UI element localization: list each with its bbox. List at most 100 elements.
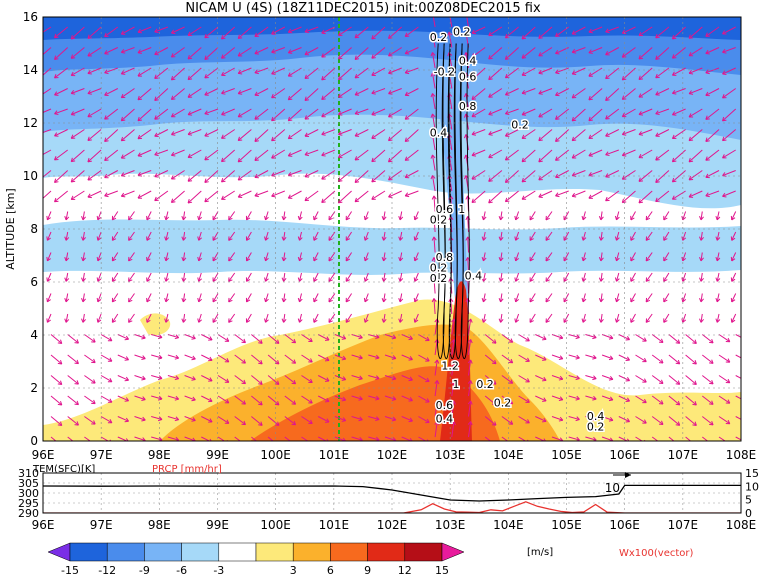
- wind-vector: [615, 272, 620, 282]
- wind-vector: [482, 231, 486, 241]
- wind-vector-head: [451, 380, 456, 385]
- colorbar-tick-label: -12: [98, 564, 116, 575]
- wind-vector: [701, 395, 714, 405]
- wind-vector-head: [408, 356, 413, 361]
- wind-vector-head: [46, 256, 51, 262]
- wind-vector-head: [498, 257, 504, 262]
- wind-vector-head: [608, 396, 614, 402]
- wind-vector-head: [508, 420, 514, 425]
- y-tick-label: 8: [30, 222, 38, 236]
- wind-vector: [383, 313, 386, 323]
- wind-vector-head: [241, 420, 246, 426]
- wind-vector-head: [137, 95, 143, 101]
- wind-vector-head: [354, 197, 360, 203]
- wind-vector: [635, 436, 643, 441]
- wind-vector: [582, 313, 586, 323]
- wind-vector: [287, 88, 302, 101]
- wind-vector-head: [675, 339, 681, 344]
- wind-vector-head: [212, 297, 217, 303]
- wind-vector: [505, 149, 519, 161]
- wind-vector: [414, 252, 419, 262]
- wind-vector: [672, 149, 686, 163]
- wind-vector-head: [237, 52, 243, 57]
- wind-vector: [354, 88, 369, 96]
- wind-vector-head: [64, 277, 70, 282]
- wind-vector-head: [725, 337, 731, 343]
- wind-vector-head: [345, 277, 351, 282]
- wind-vector: [630, 231, 636, 241]
- wind-vector: [217, 334, 230, 342]
- wind-vector-head: [74, 380, 79, 385]
- wind-vector: [43, 47, 52, 56]
- wind-vector: [505, 26, 519, 39]
- wind-vector: [488, 170, 503, 182]
- wind-vector-head: [608, 355, 614, 361]
- wind-vector: [535, 436, 546, 441]
- wind-vector-head: [463, 31, 469, 36]
- wind-vector-head: [588, 72, 593, 77]
- wind-vector-head: [245, 256, 251, 262]
- wind-vector: [484, 334, 497, 344]
- wind-vector-head: [722, 30, 727, 35]
- wind-vector-head: [228, 256, 233, 262]
- wind-vector: [111, 293, 119, 303]
- x-tick-label: 97E: [90, 448, 113, 462]
- wind-vector-head: [46, 277, 51, 282]
- wind-vector-head: [125, 438, 129, 441]
- wind-vector: [688, 129, 703, 142]
- wind-vector: [50, 334, 63, 344]
- wind-vector-head: [258, 339, 263, 344]
- wind-vector: [384, 334, 396, 339]
- wind-vector-head: [388, 157, 393, 163]
- wind-vector: [568, 395, 580, 400]
- wind-vector: [731, 252, 737, 262]
- wind-vector-head: [388, 52, 393, 57]
- wind-vector: [568, 375, 580, 380]
- vector-legend-label: Wx100(vector): [619, 548, 694, 559]
- wind-vector: [338, 47, 352, 60]
- wind-vector-head: [204, 73, 209, 79]
- wind-vector-head: [492, 442, 496, 446]
- wind-vector-head: [328, 215, 333, 221]
- wind-vector: [328, 293, 336, 303]
- wind-vector-head: [120, 48, 126, 54]
- wind-vector: [651, 375, 664, 384]
- wind-vector-head: [413, 318, 419, 323]
- wind-vector: [705, 108, 720, 120]
- wind-vector-head: [563, 215, 568, 221]
- wind-vector-head: [514, 277, 520, 282]
- wind-vector: [484, 416, 497, 426]
- colorbar-cell: [106, 542, 145, 562]
- wind-vector-head: [655, 156, 660, 161]
- wind-vector: [651, 416, 664, 425]
- wind-vector-head: [91, 399, 96, 405]
- colorbar-cell: [292, 542, 331, 562]
- wind-vector-head: [504, 33, 510, 39]
- wind-vector-head: [57, 360, 63, 365]
- wind-vector: [364, 231, 369, 241]
- wind-vector: [334, 375, 346, 381]
- wind-vector-head: [488, 131, 493, 136]
- wind-vector-head: [264, 277, 269, 282]
- wind-vector-head: [191, 396, 196, 402]
- wind-vector-head: [254, 156, 259, 161]
- wind-vector-head: [504, 73, 510, 79]
- wind-vector-head: [575, 395, 580, 401]
- wind-vector: [237, 149, 252, 163]
- wind-vector: [67, 334, 79, 344]
- wind-vector: [588, 67, 603, 77]
- wind-vector-head: [555, 156, 560, 161]
- wind-vector: [246, 252, 252, 262]
- wind-vector-head: [434, 400, 440, 405]
- wind-vector-head: [434, 380, 440, 385]
- wind-vector-head: [642, 357, 647, 363]
- wind-vector-head: [481, 215, 487, 221]
- wind-vector: [571, 26, 586, 35]
- wind-vector-head: [655, 91, 660, 96]
- wind-vector: [265, 211, 269, 221]
- wind-vector: [254, 190, 269, 197]
- wind-vector-head: [451, 421, 456, 426]
- wind-vector-head: [124, 376, 130, 382]
- wind-vector-head: [471, 29, 477, 35]
- wind-vector: [65, 252, 69, 261]
